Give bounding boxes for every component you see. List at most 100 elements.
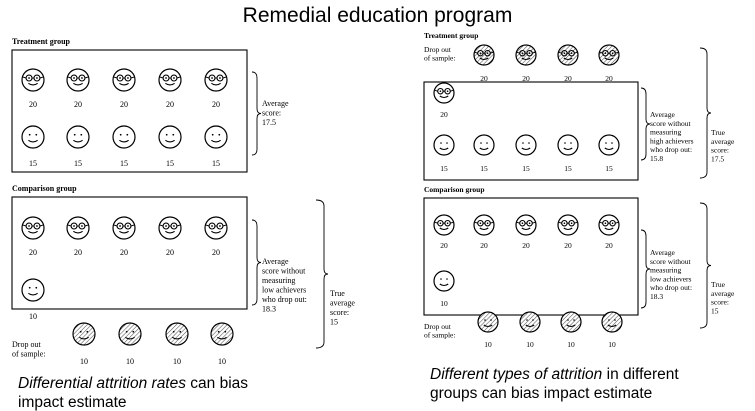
right-t-low-face-2 [473,134,495,156]
left-t-low-face-1 [21,125,45,149]
right-t-drop-face-4 [598,44,620,66]
right-t-low-label-3: 15 [522,164,530,173]
left-c-low-face-1 [21,278,45,302]
right-c-high-face-1 [433,214,455,236]
right-t-note-line-4: high achievers [650,136,694,145]
right-t-drop-face-3 [557,44,579,66]
left-t-high-face-4 [158,68,182,92]
right-c-drop-face-2 [519,311,541,333]
right-t-low-label-4: 15 [564,164,572,173]
left-comparison-label: Comparison group [12,184,77,193]
left-t-high-label-4: 20 [166,100,174,109]
right-c-high-label-5: 20 [605,241,613,250]
right-c-true-line-4: 15 [711,306,719,315]
right-treatment-box [423,81,639,181]
right-c-dropout-line-1: Drop out [424,322,452,331]
left-treatment-box [11,49,248,173]
right-t-high-label-1: 20 [440,110,448,119]
right-c-true-line-2: average [711,289,735,298]
left-c-note-line-4: low achievers [262,286,306,295]
left-c-high-label-2: 20 [74,248,82,257]
left-comparison-box [11,196,248,310]
right-true-brace-top [699,47,712,179]
right-t-drop-face-2 [515,44,537,66]
left-c-high-label-3: 20 [120,248,128,257]
right-c-high-face-5 [598,214,620,236]
right-c-drop-label-4: 10 [608,340,616,349]
right-t-low-label-2: 15 [480,164,488,173]
left-c-note-line-1: Average [262,257,289,266]
right-c-low-face-1 [433,270,455,292]
right-c-drop-label-1: 10 [484,340,492,349]
right-treatment-label: Treatment group [424,31,478,40]
left-c-true-line-4: 15 [330,318,338,327]
left-c-high-label-5: 20 [212,248,220,257]
right-t-true-line-3: score: [711,146,729,155]
left-c-high-face-1 [21,216,45,240]
left-c-note-line-3: measuring [262,276,295,285]
right-c-high-face-2 [473,214,495,236]
right-t-high-face-1 [433,82,455,104]
right-t-drop-label-1: 20 [480,74,488,83]
right-c-drop-label-3: 10 [567,340,575,349]
left-c-drop-face-2 [118,322,142,346]
right-t-note-line-1: Average [650,110,676,119]
right-t-drop-label-3: 20 [564,74,572,83]
left-treatment-label: Treatment group [12,37,71,46]
left-c-drop-face-4 [210,322,234,346]
right-caption-rest: in different [602,366,679,383]
left-c-drop-label-4: 10 [218,357,226,366]
right-c-note-line-6: 18.3 [650,292,663,301]
right-c-note-line-2: score without [650,257,692,266]
left-t-high-face-5 [204,68,228,92]
right-t-low-face-1 [433,134,455,156]
right-t-true-line-2: average [711,137,735,146]
right-c-note-line-3: measuring [650,266,681,275]
left-t-low-label-5: 15 [212,159,220,168]
left-c-drop-label-3: 10 [173,357,181,366]
left-drop-line-2: of sample: [12,350,46,359]
right-c-drop-face-3 [560,311,582,333]
right-t-low-face-4 [557,134,579,156]
right-comparison-label: Comparison group [424,185,485,194]
right-c-high-label-4: 20 [564,241,572,250]
right-caption-italic: Different types of attrition [430,366,603,383]
right-t-note-line-3: measuring [650,128,681,137]
left-drop-line-1: Drop out [12,340,41,349]
left-t-note-line-1: Average [262,99,289,108]
left-t-high-label-5: 20 [212,100,220,109]
right-c-high-label-1: 20 [440,241,448,250]
right-c-high-face-3 [515,214,537,236]
right-c-true-line-3: score: [711,298,729,307]
right-c-high-label-2: 20 [480,241,488,250]
left-t-low-label-1: 15 [29,159,37,168]
right-t-low-label-5: 15 [605,164,613,173]
left-t-low-face-5 [204,125,228,149]
left-c-high-face-5 [204,216,228,240]
left-t-note-line-2: score: [262,109,281,118]
left-t-low-face-2 [66,125,90,149]
right-t-note-line-5: who drop out: [650,145,692,154]
right-c-drop-face-4 [601,311,623,333]
left-caption: Differential attrition rates can bias im… [18,374,248,411]
left-t-high-face-1 [21,68,45,92]
left-c-drop-face-3 [165,322,189,346]
right-treatment-brace [640,87,651,161]
right-c-drop-face-1 [477,311,499,333]
right-caption: Different types of attrition in differen… [430,365,679,403]
left-c-high-face-2 [66,216,90,240]
left-true-brace [315,199,329,349]
left-t-note-line-3: 17.5 [262,118,276,127]
left-caption-rest: can bias [186,375,249,392]
right-c-high-face-4 [557,214,579,236]
right-c-low-label-1: 10 [440,299,448,308]
right-c-dropout-line-2: of sample: [424,331,455,340]
left-c-true-line-3: score: [330,308,349,317]
left-t-high-label-1: 20 [29,100,37,109]
left-c-drop-face-1 [72,322,96,346]
right-t-note-line-2: score without [650,119,692,128]
right-t-low-face-5 [598,134,620,156]
left-c-note-line-2: score without [262,267,306,276]
